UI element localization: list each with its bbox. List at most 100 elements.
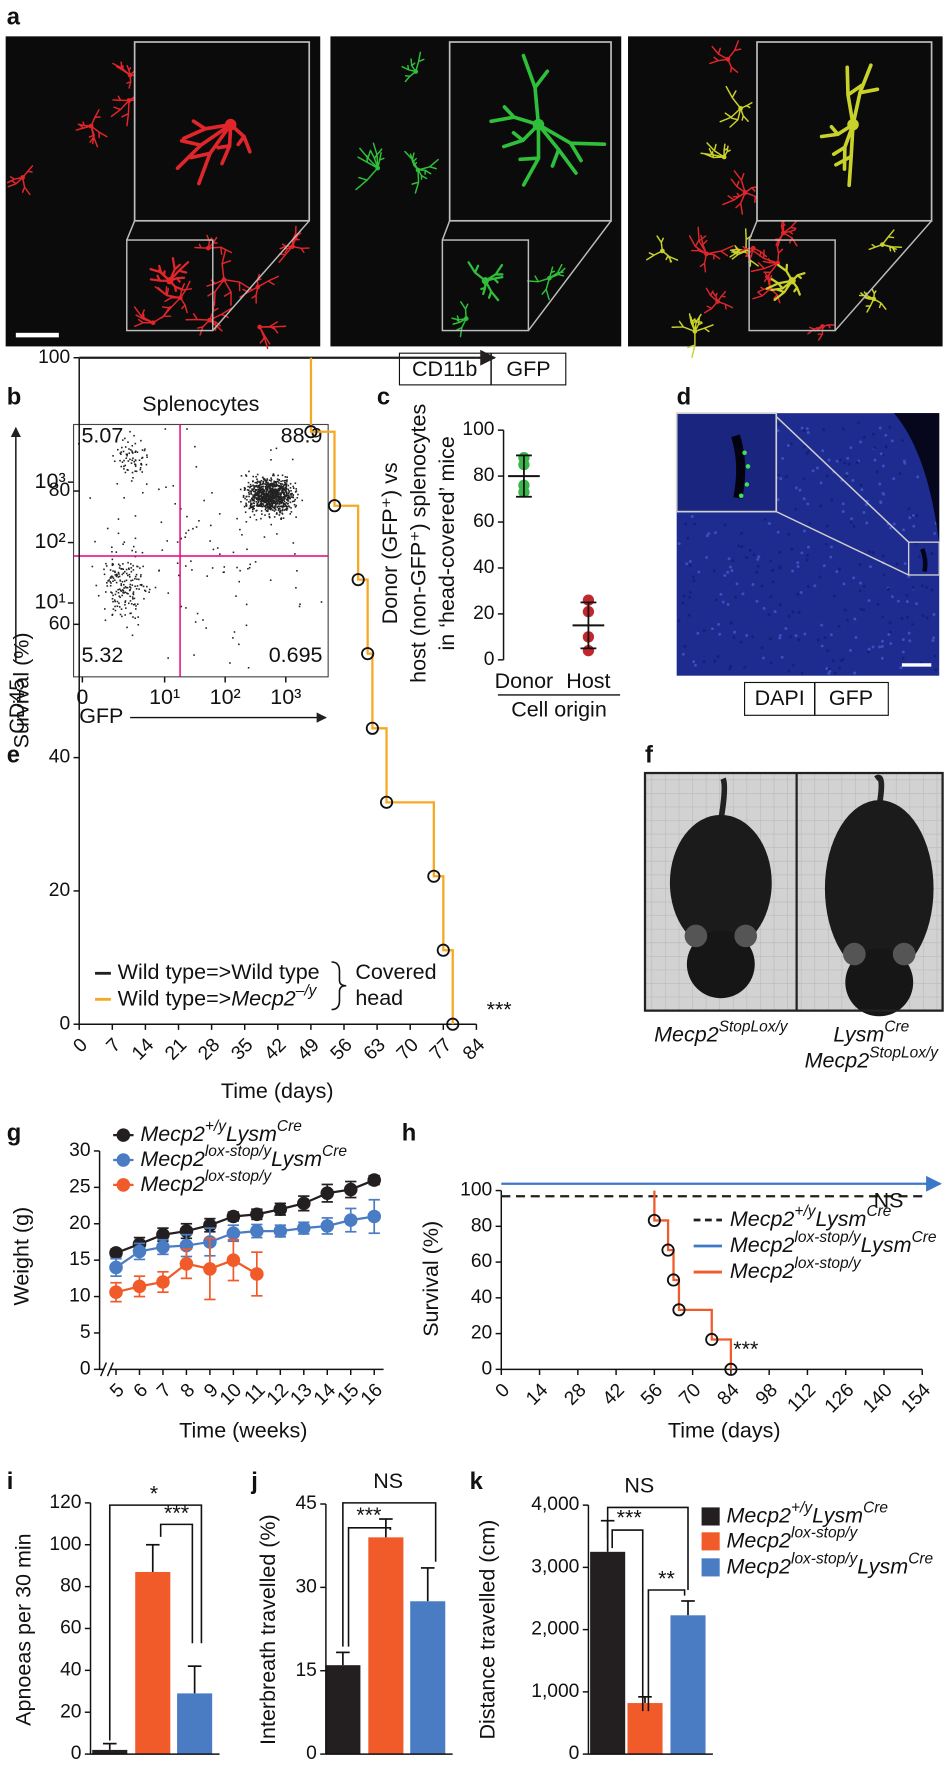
event (274, 496, 277, 498)
nucleus (907, 507, 911, 511)
y-axis-label: Distance travelled (cm) (476, 1520, 500, 1740)
nucleus (684, 522, 688, 526)
event (261, 505, 264, 508)
event (283, 500, 286, 503)
nucleus (835, 570, 839, 574)
quadrant-label: 5.07 (81, 424, 123, 448)
cell-body (715, 299, 720, 304)
panel-letter: k (470, 1468, 484, 1495)
event (274, 492, 277, 494)
nucleus (805, 452, 809, 456)
event (271, 503, 274, 505)
nucleus (806, 502, 810, 506)
cell-body (255, 284, 261, 290)
y-axis-label: Weight (g) (9, 1207, 33, 1306)
event (255, 497, 257, 499)
event (274, 480, 276, 483)
nucleus (778, 565, 782, 569)
x-tick-label: 77 (426, 1035, 456, 1065)
event-marker (379, 795, 394, 809)
nucleus (733, 630, 737, 634)
event (130, 579, 132, 582)
event (141, 449, 144, 451)
event (284, 483, 286, 486)
event (259, 505, 262, 507)
event (265, 494, 267, 497)
event (131, 596, 134, 598)
nucleus (806, 584, 810, 588)
event (261, 513, 263, 515)
event (285, 487, 288, 490)
nucleus (889, 642, 893, 646)
event (285, 507, 288, 510)
nucleus (878, 482, 882, 486)
event (131, 579, 134, 581)
cell-body (788, 277, 796, 285)
event (270, 507, 273, 510)
event (120, 453, 122, 455)
x-tick-label: 28 (194, 1035, 224, 1065)
event (134, 575, 137, 578)
event (286, 480, 288, 483)
cell-body (20, 175, 26, 180)
nucleus (688, 595, 692, 599)
nucleus (805, 558, 809, 562)
vessel (920, 548, 928, 573)
event (247, 567, 249, 570)
event (148, 588, 151, 591)
event (253, 505, 256, 507)
x-tick-label: 126 (821, 1380, 859, 1418)
event (111, 564, 114, 567)
event (241, 534, 243, 536)
event (280, 480, 282, 483)
event (106, 585, 109, 587)
event (117, 571, 120, 574)
legend-group-label: Covered (355, 960, 436, 984)
event (138, 578, 140, 581)
event (280, 496, 282, 498)
event (259, 502, 262, 505)
x-tick-label: 21 (161, 1035, 191, 1065)
significance-bracket (606, 1506, 689, 1591)
event (245, 475, 248, 477)
event (260, 505, 263, 508)
event (259, 482, 262, 485)
event (320, 601, 323, 603)
event (265, 487, 267, 489)
event (264, 479, 266, 482)
annotation: NS (624, 1474, 654, 1498)
nucleus (729, 565, 733, 569)
bar (177, 1693, 213, 1755)
event (145, 463, 148, 466)
event (266, 489, 269, 492)
event (125, 572, 128, 575)
nucleus (920, 584, 924, 588)
nucleus (831, 659, 835, 663)
event (233, 631, 236, 633)
nucleus (803, 632, 807, 636)
x-tick-label: 16 (357, 1380, 387, 1410)
event (218, 513, 221, 515)
event (270, 485, 272, 487)
nucleus (762, 606, 766, 610)
event (176, 562, 179, 565)
point (156, 1227, 170, 1242)
event (253, 514, 256, 516)
event (276, 513, 278, 515)
event (127, 441, 129, 443)
y-tick-label: 2,000 (531, 1619, 579, 1640)
event (198, 519, 200, 522)
cell-body (660, 248, 665, 254)
caption: LysmCre (833, 1019, 909, 1046)
event (111, 546, 113, 549)
event (211, 492, 213, 494)
event (259, 483, 261, 486)
event (139, 467, 142, 469)
event (160, 521, 163, 524)
event (268, 507, 271, 510)
nucleus (826, 649, 830, 653)
event (262, 495, 264, 498)
x-axis-label: Cell origin (511, 697, 607, 721)
event (194, 621, 197, 623)
event (276, 533, 278, 535)
